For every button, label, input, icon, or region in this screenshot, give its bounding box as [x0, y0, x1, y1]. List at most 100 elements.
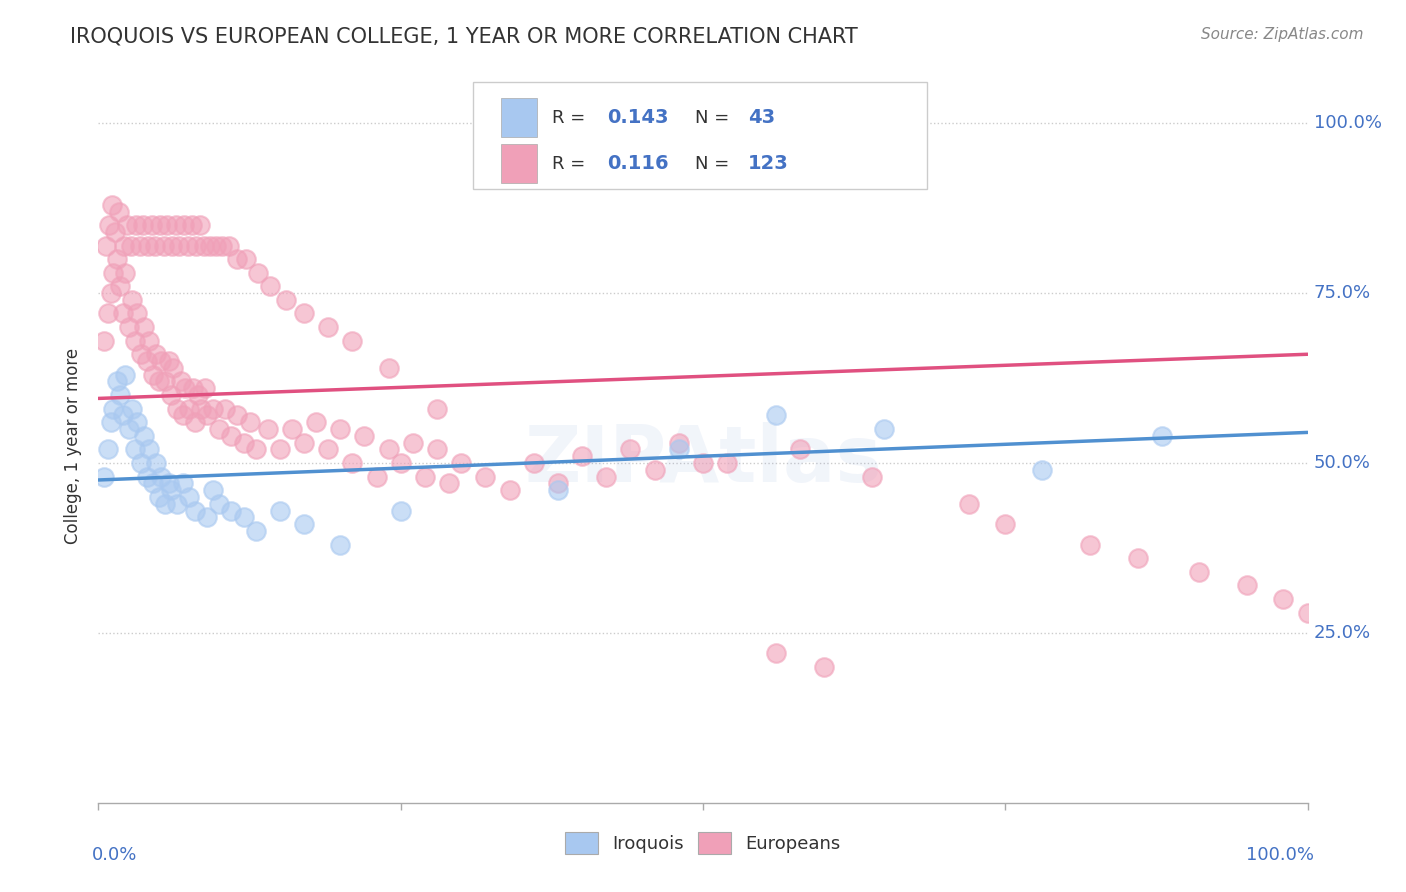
Text: 123: 123 [748, 154, 789, 173]
Point [247, 266, 270, 280]
Point [195, 510, 218, 524]
Point [108, 204, 131, 219]
Point [1188, 565, 1211, 579]
Point [957, 497, 980, 511]
Point [329, 537, 352, 551]
Point [316, 442, 339, 457]
Text: Source: ZipAtlas.com: Source: ZipAtlas.com [1201, 27, 1364, 42]
Point [547, 483, 569, 498]
Point [173, 218, 195, 232]
Point [789, 442, 811, 457]
Point [716, 456, 738, 470]
Point [188, 218, 211, 232]
Point [124, 334, 146, 348]
Point [202, 483, 225, 498]
Point [1152, 429, 1174, 443]
Point [193, 238, 215, 252]
Point [93, 469, 115, 483]
Point [232, 510, 254, 524]
Point [426, 401, 449, 416]
Point [765, 409, 787, 423]
Point [127, 415, 149, 429]
Point [101, 401, 124, 416]
Point [180, 218, 202, 232]
Legend: Iroquois, Europeans: Iroquois, Europeans [565, 832, 841, 855]
Point [523, 456, 546, 470]
Point [226, 252, 249, 266]
Point [97, 442, 120, 457]
Point [111, 306, 134, 320]
Point [274, 293, 297, 307]
Point [474, 469, 496, 483]
Point [235, 252, 257, 266]
Point [498, 483, 520, 498]
Point [450, 456, 472, 470]
Text: R =: R = [551, 109, 591, 127]
Point [169, 238, 191, 252]
Point [366, 469, 388, 483]
Point [377, 360, 399, 375]
Point [104, 225, 127, 239]
Point [128, 238, 150, 252]
Point [162, 360, 184, 375]
Point [218, 238, 240, 252]
Point [157, 354, 180, 368]
Point [148, 375, 170, 389]
Text: 43: 43 [748, 108, 775, 127]
Point [353, 429, 375, 443]
Point [402, 435, 425, 450]
Point [117, 218, 139, 232]
Point [329, 422, 352, 436]
Point [145, 347, 167, 361]
Point [105, 252, 128, 266]
Point [221, 429, 243, 443]
Point [184, 415, 207, 429]
Point [114, 368, 136, 382]
Point [94, 238, 117, 252]
Point [245, 442, 267, 457]
Point [198, 238, 221, 252]
Point [208, 497, 231, 511]
Text: 100.0%: 100.0% [1246, 846, 1313, 863]
Point [668, 442, 690, 457]
Point [873, 422, 896, 436]
Point [142, 368, 165, 382]
Point [245, 524, 267, 538]
Point [1078, 537, 1101, 551]
Point [148, 490, 170, 504]
Point [136, 238, 159, 252]
Point [426, 442, 449, 457]
Point [1128, 551, 1150, 566]
Text: IROQUOIS VS EUROPEAN COLLEGE, 1 YEAR OR MORE CORRELATION CHART: IROQUOIS VS EUROPEAN COLLEGE, 1 YEAR OR … [70, 27, 858, 46]
Point [125, 218, 148, 232]
FancyBboxPatch shape [474, 82, 927, 189]
Point [134, 429, 156, 443]
Point [142, 476, 165, 491]
Point [239, 415, 262, 429]
Point [208, 422, 231, 436]
Point [202, 401, 225, 416]
Point [186, 238, 208, 252]
Point [143, 238, 166, 252]
Point [135, 354, 157, 368]
Point [184, 503, 207, 517]
Point [437, 476, 460, 491]
Point [226, 409, 249, 423]
Point [179, 490, 201, 504]
Point [211, 238, 233, 252]
Point [156, 218, 179, 232]
Point [108, 279, 131, 293]
Point [292, 306, 315, 320]
Point [292, 435, 315, 450]
Point [1296, 606, 1319, 620]
Point [256, 422, 278, 436]
Point [259, 279, 281, 293]
Point [389, 456, 412, 470]
Point [165, 218, 187, 232]
Point [860, 469, 883, 483]
Point [150, 469, 173, 483]
Point [138, 442, 160, 457]
Text: 75.0%: 75.0% [1313, 284, 1371, 302]
Point [127, 306, 149, 320]
Point [269, 503, 291, 517]
